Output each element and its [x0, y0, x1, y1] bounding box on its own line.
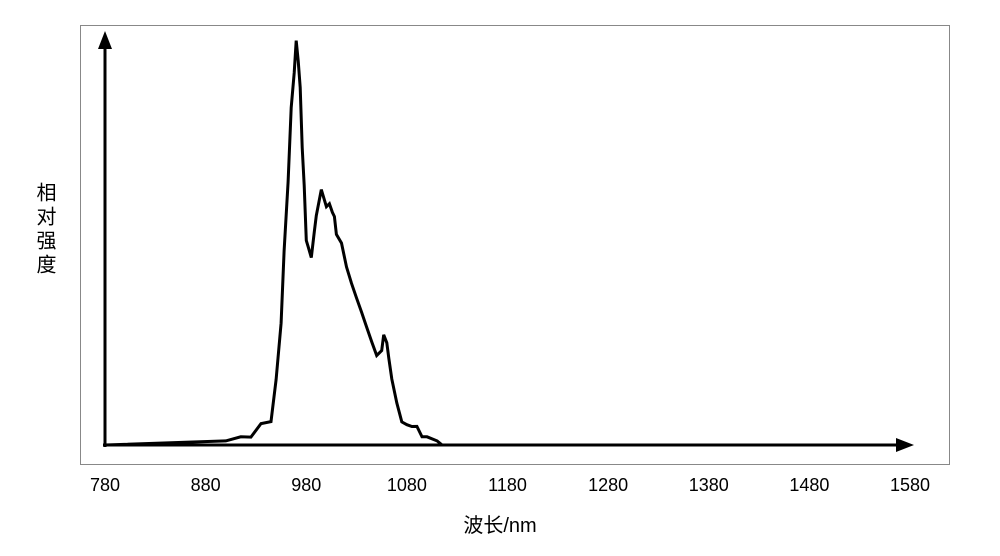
- y-axis-label: 相对强度: [30, 182, 59, 278]
- x-tick-label: 1280: [578, 475, 638, 496]
- chart-svg: [0, 0, 1000, 556]
- x-tick-label: 1480: [779, 475, 839, 496]
- spectrum-curve: [105, 41, 910, 445]
- x-tick-label: 1180: [478, 475, 538, 496]
- x-tick-label: 980: [276, 475, 336, 496]
- x-tick-label: 1580: [880, 475, 940, 496]
- chart-container: 相对强度 波长/nm 780 880 980 1080 1180 1280 1380 1480…: [0, 0, 1000, 556]
- x-tick-label: 1380: [679, 475, 739, 496]
- x-tick-label: 1080: [377, 475, 437, 496]
- x-tick-label: 780: [75, 475, 135, 496]
- x-axis-label: 波长/nm: [463, 509, 536, 538]
- x-tick-label: 880: [176, 475, 236, 496]
